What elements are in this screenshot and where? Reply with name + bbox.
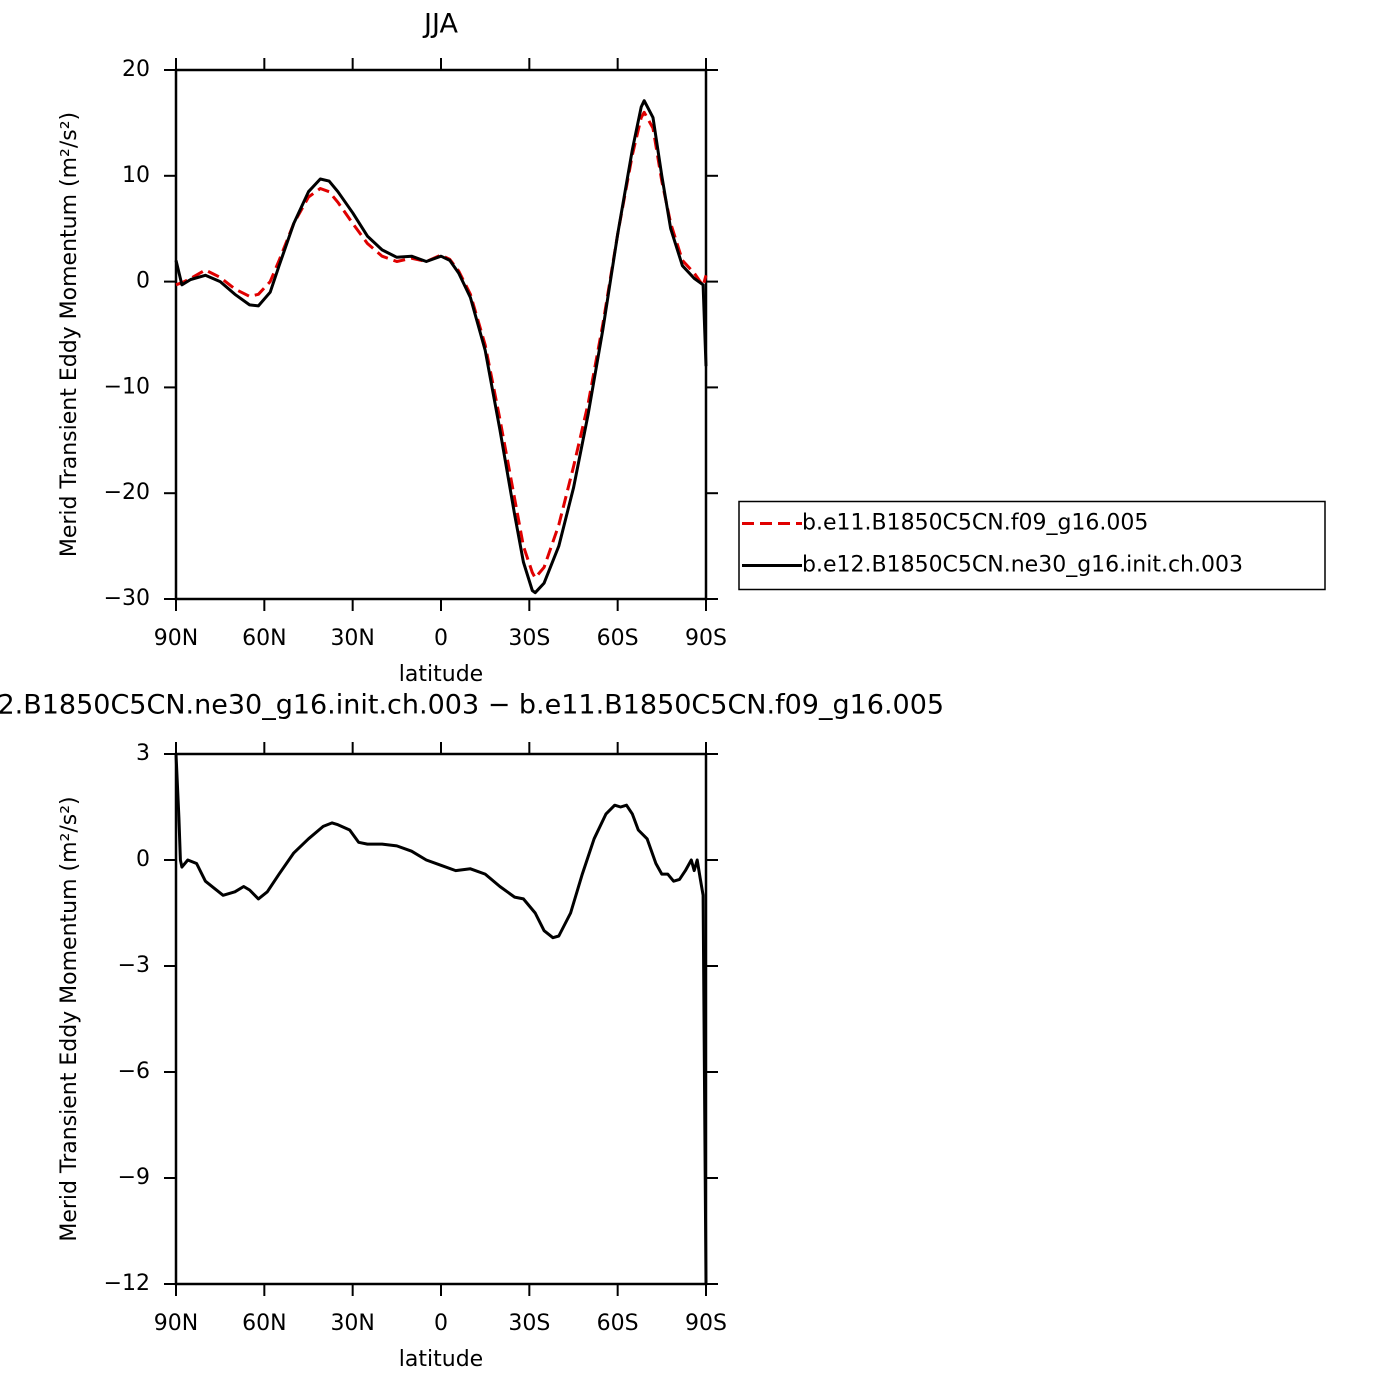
y-tick-label: −3 [118,953,150,978]
x-tick-label: 90N [154,626,198,651]
chart-title: JJA [422,9,458,40]
x-tick-label: 60N [242,626,286,651]
x-tick-label: 0 [434,626,448,651]
data-line [174,753,708,1285]
y-tick-label: −6 [118,1059,150,1084]
plot-frame [174,68,708,601]
x-axis-label: latitude [399,662,483,687]
x-tick-label: 90S [685,626,727,651]
y-tick-label: −10 [104,374,150,399]
x-tick-label: 30N [330,1311,374,1336]
y-tick-label: 10 [122,163,150,188]
y-tick-label: −30 [104,586,150,611]
chart-title: b.e12.B1850C5CN.ne30_g16.init.ch.003 − b… [0,690,944,721]
y-tick-label: 0 [136,269,150,294]
y-tick-label: −20 [104,480,150,505]
x-tick-label: 30S [508,1311,550,1336]
x-tick-label: 90N [154,1311,198,1336]
x-tick-label: 30N [330,626,374,651]
y-tick-label: −9 [118,1165,150,1190]
legend-box [738,500,1326,591]
x-axis-label: latitude [399,1347,483,1372]
x-tick-label: 0 [434,1311,448,1336]
legend-label: b.e11.B1850C5CN.f09_g16.005 [802,511,1148,536]
x-tick-label: 90S [685,1311,727,1336]
y-tick-label: 20 [122,57,150,82]
y-tick-label: −12 [104,1271,150,1296]
data-line [174,99,708,595]
y-tick-label: 0 [136,847,150,872]
x-tick-label: 60S [597,626,639,651]
x-tick-label: 60N [242,1311,286,1336]
x-tick-label: 30S [508,626,550,651]
y-axis-label: Merid Transient Eddy Momentum (m²/s²) [57,112,82,557]
plot-frame [174,752,708,1286]
legend-label: b.e12.B1850C5CN.ne30_g16.init.ch.003 [802,553,1243,578]
y-tick-label: 3 [136,741,150,766]
y-axis-label: Merid Transient Eddy Momentum (m²/s²) [57,796,82,1241]
x-tick-label: 60S [597,1311,639,1336]
